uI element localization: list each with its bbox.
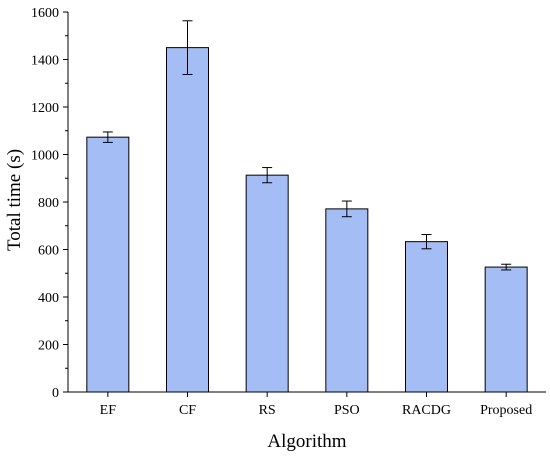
x-tick-label: EF: [100, 403, 117, 418]
error-bar-ef: [102, 131, 113, 143]
y-tick-label: 1400: [31, 54, 59, 69]
x-tick-label: Proposed: [480, 403, 532, 418]
y-tick-label: 1000: [31, 149, 59, 164]
error-bar-racdg: [421, 234, 432, 250]
axes-layer: [63, 11, 546, 397]
x-axis-title: Algorithm: [267, 431, 346, 452]
bar-cf: [166, 47, 209, 393]
error-bar-pso: [341, 200, 352, 218]
y-tick-label: 1600: [31, 6, 59, 21]
x-tick-label: PSO: [334, 403, 360, 418]
bar-pso: [325, 208, 369, 393]
error-bar-cf: [182, 20, 193, 75]
y-axis-title: Total time (s): [4, 149, 25, 251]
y-tick-label: 800: [38, 196, 59, 211]
error-bars-layer: [102, 20, 512, 271]
bars-layer: [86, 47, 528, 393]
y-tick-label: 0: [52, 386, 59, 401]
bar-racdg: [405, 241, 448, 393]
error-bar-rs: [262, 167, 273, 184]
y-tick-label: 600: [38, 244, 59, 259]
bar-ef: [86, 136, 130, 393]
y-tick-label: 200: [38, 339, 59, 354]
error-bar-proposed: [501, 263, 512, 271]
x-tick-label: RACDG: [402, 403, 451, 418]
bar-proposed: [484, 266, 528, 393]
x-tick-label: RS: [259, 403, 276, 418]
tick-labels-layer: EF CF RS PSO RACDG Proposed 0 200 400 600 800 1000 1…: [31, 6, 532, 418]
x-tick-label: CF: [179, 403, 196, 418]
y-tick-label: 1200: [31, 101, 59, 116]
y-tick-label: 400: [38, 291, 59, 306]
bar-rs: [245, 174, 289, 393]
